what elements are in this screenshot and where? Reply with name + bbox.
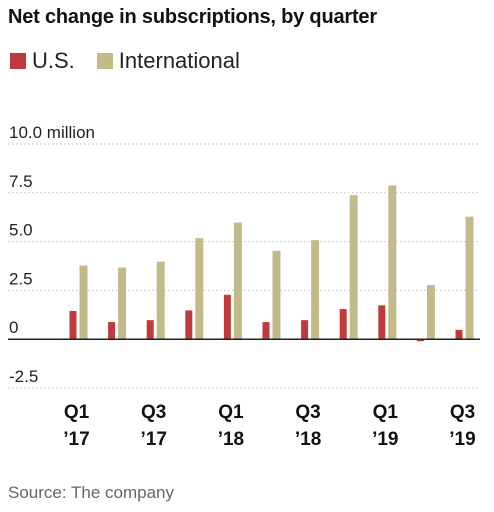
bar-international (195, 238, 204, 339)
chart-title: Net change in subscriptions, by quarter (8, 6, 377, 28)
bar-us (185, 310, 193, 339)
x-tick-label-year: ’17 (63, 429, 89, 450)
x-tick-label: Q1 (218, 402, 244, 423)
x-tick-label-year: ’17 (140, 429, 166, 450)
y-tick-label: 2.5 (9, 269, 33, 288)
legend-swatch-us (10, 53, 26, 69)
x-tick-label-year: ’18 (295, 429, 321, 450)
x-tick-label: Q3 (450, 402, 475, 423)
y-tick-label: -2.5 (9, 367, 38, 386)
bar-international (272, 250, 281, 339)
source-note: Source: The company (8, 483, 174, 502)
bar-us (223, 294, 231, 339)
bar-us (146, 320, 154, 339)
y-tick-label: 10.0 million (9, 123, 95, 142)
legend-swatch-international (96, 53, 113, 69)
bar-international (426, 285, 435, 339)
legend-item-us: U.S. (10, 48, 75, 74)
bar-international (233, 222, 242, 339)
x-tick-label-year: ’19 (449, 429, 475, 450)
y-tick-label: 5.0 (9, 221, 33, 240)
bar-international (388, 185, 397, 339)
y-tick-label: 0 (9, 318, 18, 337)
bar-us (339, 309, 347, 339)
bar-us (69, 310, 77, 339)
bar-international (311, 240, 320, 339)
bar-us (378, 305, 386, 339)
x-tick-label-year: ’19 (372, 429, 398, 450)
legend: U.S. International (10, 48, 262, 74)
x-tick-label: Q3 (141, 402, 166, 423)
x-tick-label: Q1 (64, 402, 90, 423)
bar-international (118, 267, 127, 339)
x-tick-label: Q1 (373, 402, 399, 423)
bar-international (79, 265, 88, 339)
bar-international (156, 261, 165, 339)
bar-us (262, 322, 270, 339)
y-tick-label: 7.5 (9, 172, 33, 191)
bar-international (349, 195, 358, 339)
x-tick-label-year: ’18 (218, 429, 244, 450)
bar-us (301, 320, 309, 339)
bar-us (108, 322, 116, 339)
legend-item-international: International (96, 48, 240, 74)
legend-label-international: International (118, 48, 240, 73)
bar-us (455, 329, 463, 339)
bar-international (465, 216, 474, 339)
x-tick-label: Q3 (295, 402, 320, 423)
legend-label-us: U.S. (32, 48, 75, 73)
bar-us (416, 338, 424, 342)
